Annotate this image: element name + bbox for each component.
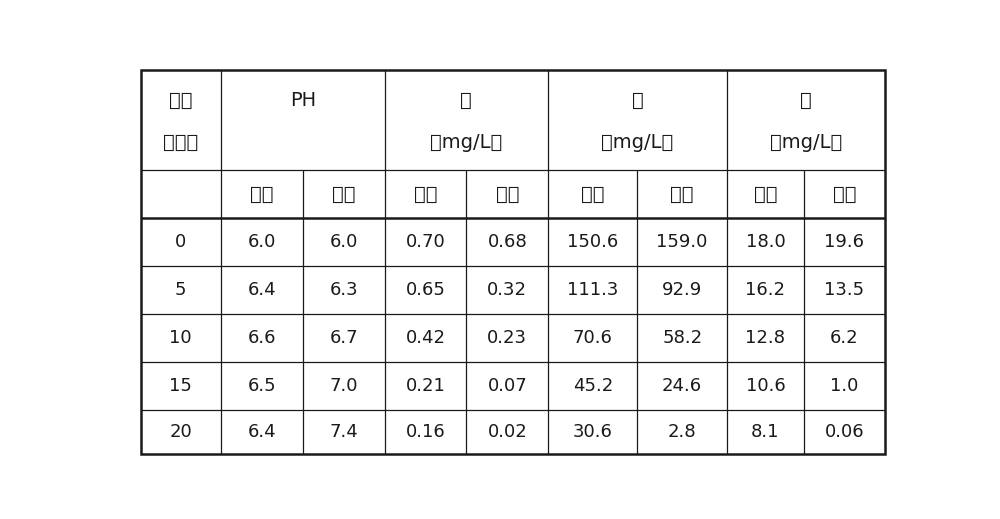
Text: 铅: 铅 [460, 91, 472, 110]
Text: （mg/L）: （mg/L） [430, 132, 502, 152]
Text: 13.5: 13.5 [824, 281, 864, 299]
Text: 58.2: 58.2 [662, 329, 702, 347]
Text: 锌: 锌 [632, 91, 643, 110]
Text: 150.6: 150.6 [567, 233, 618, 251]
Text: 对照: 对照 [581, 184, 605, 203]
Text: 6.7: 6.7 [329, 329, 358, 347]
Text: 0.42: 0.42 [405, 329, 445, 347]
Text: 6.4: 6.4 [247, 281, 276, 299]
Text: 修复: 修复 [833, 184, 856, 203]
Text: 0: 0 [175, 233, 186, 251]
Text: 7.0: 7.0 [329, 377, 358, 395]
Text: 15: 15 [169, 377, 192, 395]
Text: 6.6: 6.6 [248, 329, 276, 347]
Text: 0.68: 0.68 [487, 233, 527, 251]
Text: 修复: 修复 [670, 184, 694, 203]
Text: 修复: 修复 [496, 184, 519, 203]
Text: PH: PH [290, 91, 316, 110]
Text: 18.0: 18.0 [746, 233, 785, 251]
Text: 6.5: 6.5 [247, 377, 276, 395]
Text: 8.1: 8.1 [751, 423, 780, 441]
Text: （天）: （天） [163, 132, 198, 152]
Text: 92.9: 92.9 [662, 281, 702, 299]
Text: 10: 10 [169, 329, 192, 347]
Text: 0.21: 0.21 [406, 377, 445, 395]
Text: 对照: 对照 [414, 184, 437, 203]
Text: 30.6: 30.6 [573, 423, 613, 441]
Text: 159.0: 159.0 [656, 233, 708, 251]
Text: 0.23: 0.23 [487, 329, 527, 347]
Text: 6.0: 6.0 [329, 233, 358, 251]
Text: 45.2: 45.2 [573, 377, 613, 395]
Text: 6.4: 6.4 [247, 423, 276, 441]
Text: 镉: 镉 [800, 91, 812, 110]
Text: 0.70: 0.70 [406, 233, 445, 251]
Text: （mg/L）: （mg/L） [770, 132, 842, 152]
Text: 0.06: 0.06 [825, 423, 864, 441]
Text: 0.32: 0.32 [487, 281, 527, 299]
Text: 对照: 对照 [754, 184, 777, 203]
Text: 对照: 对照 [250, 184, 274, 203]
Text: 2.8: 2.8 [668, 423, 696, 441]
Text: 时间: 时间 [169, 91, 192, 110]
Text: 0.07: 0.07 [487, 377, 527, 395]
Text: 0.65: 0.65 [406, 281, 445, 299]
Text: 0.02: 0.02 [487, 423, 527, 441]
Text: 16.2: 16.2 [745, 281, 785, 299]
Text: 修复: 修复 [332, 184, 355, 203]
Text: 20: 20 [169, 423, 192, 441]
Text: 6.3: 6.3 [329, 281, 358, 299]
Text: 1.0: 1.0 [830, 377, 859, 395]
Text: 12.8: 12.8 [745, 329, 785, 347]
Text: 10.6: 10.6 [746, 377, 785, 395]
Text: 5: 5 [175, 281, 186, 299]
Text: 24.6: 24.6 [662, 377, 702, 395]
Text: 70.6: 70.6 [573, 329, 613, 347]
Text: 6.2: 6.2 [830, 329, 859, 347]
Text: 0.16: 0.16 [406, 423, 445, 441]
Text: 7.4: 7.4 [329, 423, 358, 441]
Text: （mg/L）: （mg/L） [601, 132, 674, 152]
Text: 6.0: 6.0 [248, 233, 276, 251]
Text: 19.6: 19.6 [824, 233, 864, 251]
Text: 111.3: 111.3 [567, 281, 619, 299]
